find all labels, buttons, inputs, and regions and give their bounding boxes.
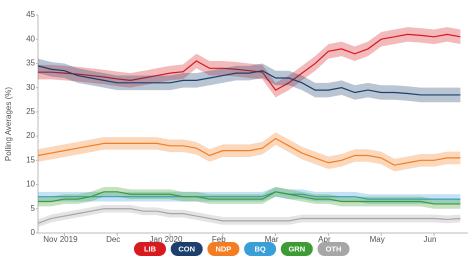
x-tick-label: May bbox=[370, 235, 385, 244]
x-tick-label: Mar bbox=[265, 235, 279, 244]
x-tick-label: Dec bbox=[106, 235, 120, 244]
confidence-band bbox=[38, 132, 461, 172]
legend-pill bbox=[134, 242, 166, 256]
y-tick-label: 35 bbox=[26, 59, 35, 68]
series-line bbox=[37, 208, 461, 224]
legend-label: LIB bbox=[144, 244, 157, 253]
legend-label: CON bbox=[178, 244, 195, 253]
legend-item[interactable]: GRN bbox=[280, 242, 313, 256]
x-tick-label: Nov 2019 bbox=[43, 235, 78, 244]
legend-pill bbox=[207, 242, 240, 256]
series-line bbox=[37, 65, 461, 96]
y-tick-label: 30 bbox=[26, 83, 35, 92]
y-tick-label: 5 bbox=[31, 204, 36, 213]
series-line bbox=[38, 191, 461, 205]
y-tick-label: 15 bbox=[26, 155, 35, 164]
y-axis-title: Polling Averages (%) bbox=[4, 87, 13, 161]
legend-label: GRN bbox=[288, 244, 305, 253]
legend-pill bbox=[280, 242, 313, 256]
y-tick-label: 25 bbox=[26, 107, 35, 116]
x-tick-label: Jan 2020 bbox=[150, 235, 183, 244]
confidence-band bbox=[38, 186, 461, 204]
legend-pill bbox=[244, 242, 277, 256]
series-line bbox=[38, 191, 461, 200]
legend-pill bbox=[170, 242, 203, 256]
legend-item[interactable]: NDP bbox=[207, 242, 240, 256]
legend-item[interactable]: OTH bbox=[317, 242, 350, 256]
legend-label: NDP bbox=[215, 244, 231, 253]
y-tick-label: 10 bbox=[26, 180, 35, 189]
confidence-band bbox=[38, 204, 461, 228]
series-line bbox=[37, 137, 461, 166]
x-tick-label: Feb bbox=[212, 235, 226, 244]
confidence-band bbox=[38, 27, 461, 98]
legend-label: OTH bbox=[326, 244, 342, 253]
series-line bbox=[38, 33, 461, 91]
legend-item[interactable]: BQ bbox=[244, 242, 277, 256]
y-tick-label: 20 bbox=[26, 131, 35, 140]
y-tick-label: 0 bbox=[31, 228, 36, 237]
legend-label: BQ bbox=[254, 244, 265, 253]
confidence-band bbox=[38, 58, 461, 103]
legend-item[interactable]: CON bbox=[170, 242, 203, 256]
x-tick-label: Apr bbox=[318, 235, 331, 244]
confidence-band bbox=[38, 186, 461, 209]
y-tick-label: 40 bbox=[26, 34, 35, 43]
legend-item[interactable]: LIB bbox=[134, 242, 166, 256]
legend-pill bbox=[317, 242, 350, 256]
y-tick-label: 45 bbox=[26, 10, 35, 19]
x-tick-label: Jun bbox=[424, 235, 437, 244]
